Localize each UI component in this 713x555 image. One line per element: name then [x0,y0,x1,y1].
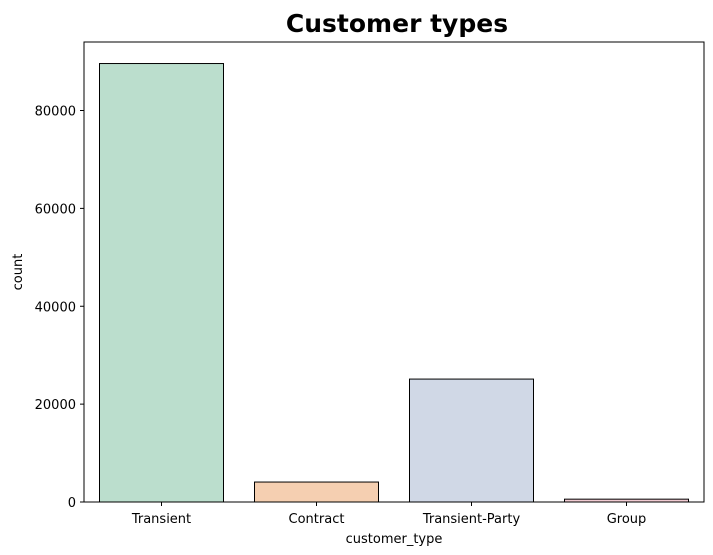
x-axis-ticks: Transient Contract Transient-Party Group [131,502,646,527]
bars-group [99,63,689,503]
x-tick-label: Group [607,512,647,527]
x-tick-label: Contract [289,512,345,527]
y-axis-ticks: 0 20000 40000 60000 80000 [35,105,84,511]
plot-area-frame [83,41,705,503]
y-tick-label: 40000 [35,300,76,315]
x-tick-label: Transient-Party [422,512,521,527]
bar-transient-party [409,378,534,503]
x-axis-label: customer_type [346,532,443,547]
y-axis-label: count [11,254,26,291]
y-tick-label: 80000 [35,105,76,120]
y-tick-label: 20000 [35,398,76,413]
chart-title: Customer types [286,9,508,38]
bar-contract [254,481,379,503]
bar-transient [99,63,224,503]
y-tick-label: 60000 [35,202,76,217]
x-tick-label: Transient [131,512,191,527]
y-tick-label: 0 [68,496,76,511]
